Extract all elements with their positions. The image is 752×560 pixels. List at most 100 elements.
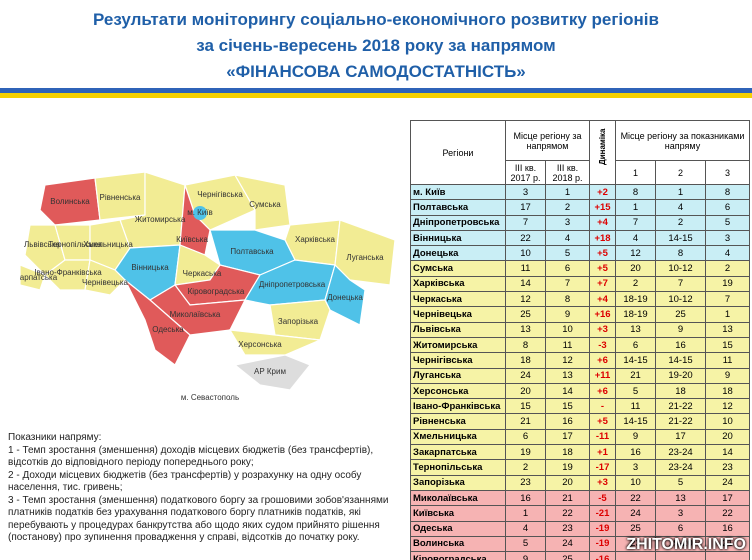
value-cell: +2	[589, 183, 616, 201]
value-cell: 2	[705, 260, 750, 277]
region-cell: Харківська	[410, 275, 506, 293]
header-cell: 3	[705, 160, 750, 185]
value-cell: -21	[589, 505, 616, 522]
value-cell: 10-12	[655, 260, 706, 277]
region-label: Луганська	[346, 253, 384, 262]
header-cell: Регіони	[410, 120, 506, 185]
value-cell: 11	[505, 260, 546, 277]
value-cell: 7	[655, 275, 706, 293]
region-cell: Вінницька	[410, 229, 506, 247]
region-label: Житомирська	[135, 215, 186, 224]
value-cell: +6	[589, 352, 616, 369]
table-row: Дніпропетровська 7 3 +4 7 2 5	[410, 214, 750, 231]
region-label: м. Севастополь	[181, 393, 239, 402]
value-cell: 8	[615, 183, 656, 201]
value-cell: 19	[705, 275, 750, 293]
region-label: Донецька	[327, 293, 363, 302]
table-row: Вінницька 22 4 +18 4 14-15 3	[410, 229, 750, 247]
region	[179, 184, 211, 256]
value-cell: 16	[615, 444, 656, 461]
value-cell: 24	[545, 535, 590, 553]
region-cell: Чернівецька	[410, 306, 506, 323]
value-cell: 3	[545, 214, 590, 231]
region-cell: Івано-Франківська	[410, 398, 506, 415]
table-row: Харківська 14 7 +7 2 7 19	[410, 275, 750, 293]
value-cell: -	[589, 398, 616, 415]
value-cell: 11	[705, 352, 750, 369]
header-cell: III кв. 2017 р.	[505, 160, 546, 185]
value-cell: 10	[505, 245, 546, 262]
value-cell: +18	[589, 229, 616, 247]
region-cell: Рівненська	[410, 413, 506, 430]
value-cell: 14-15	[655, 229, 706, 247]
value-cell: 4	[655, 199, 706, 216]
table-row: Київська 1 22 -21 24 3 22	[410, 505, 750, 522]
value-cell: +5	[589, 260, 616, 277]
value-cell: 23-24	[655, 459, 706, 476]
region-cell: Миколаївська	[410, 489, 506, 507]
region-label: Черкаська	[183, 269, 222, 278]
value-cell: 25	[505, 306, 546, 323]
region-cell: Тернопільська	[410, 459, 506, 476]
region-cell: Львівська	[410, 321, 506, 338]
value-cell: 19-20	[655, 535, 706, 553]
value-cell: 2	[505, 459, 546, 476]
stripe-yellow	[0, 93, 752, 98]
title-line: Результати моніторингу соціально-економі…	[93, 10, 659, 29]
region-label: Запорізька	[278, 317, 319, 326]
value-cell: 18-19	[615, 306, 656, 323]
value-cell: 6	[505, 428, 546, 446]
region-cell: Херсонська	[410, 382, 506, 400]
value-cell: 16	[545, 413, 590, 430]
value-cell: 11	[615, 398, 656, 415]
region	[124, 279, 191, 366]
value-cell: +3	[589, 474, 616, 491]
table-row: Херсонська 20 14 +6 5 18 18	[410, 382, 750, 400]
region-label: Львівська	[24, 240, 60, 249]
value-cell: 13	[615, 321, 656, 338]
region-cell: м. Київ	[410, 183, 506, 201]
region	[334, 219, 396, 286]
value-cell: 1	[615, 199, 656, 216]
value-cell: 14	[545, 382, 590, 400]
region-label: Чернігівська	[197, 190, 243, 199]
notes-heading: Показники напряму:	[8, 432, 102, 443]
value-cell: 23-24	[655, 444, 706, 461]
value-cell: -3	[589, 336, 616, 354]
value-cell: 17	[655, 428, 706, 446]
region	[84, 259, 126, 296]
region-label: Хмельницька	[83, 240, 133, 249]
title-line: за січень-вересень 2018 року за напрямом	[196, 36, 556, 55]
value-cell: 18	[505, 352, 546, 369]
value-cell: 20	[545, 474, 590, 491]
region-label: Закарпатська	[20, 273, 58, 282]
value-cell: 22	[615, 489, 656, 507]
value-cell: 14	[505, 275, 546, 293]
region-cell: Чернігівська	[410, 352, 506, 369]
value-cell: 25	[655, 306, 706, 323]
value-cell: 21-22	[655, 398, 706, 415]
table-row: Миколаївська 16 21 -5 22 13 17	[410, 489, 750, 507]
value-cell: 14	[705, 444, 750, 461]
region-label: АР Крим	[254, 367, 286, 376]
value-cell: 10	[615, 474, 656, 491]
region-label: Херсонська	[238, 340, 282, 349]
dynamics-header: Динаміка	[598, 128, 607, 166]
region	[233, 174, 291, 231]
table-row: Хмельницька 6 17 -11 9 17 20	[410, 428, 750, 446]
value-cell: 16	[655, 336, 706, 354]
value-cell: 4	[705, 245, 750, 262]
value-cell: 22	[505, 229, 546, 247]
value-cell: 4	[545, 229, 590, 247]
region-label: Дніпропетровська	[259, 280, 326, 289]
value-cell: +3	[589, 321, 616, 338]
value-cell: 8	[705, 183, 750, 201]
table-row: Івано-Франківська 15 15-11 21-22 12	[410, 398, 750, 415]
table-row: Житомирська 8 11 -3 6 16 15	[410, 336, 750, 354]
value-cell: 18	[655, 382, 706, 400]
value-cell: 23	[545, 520, 590, 537]
header-cell: III кв. 2018 р.	[545, 160, 590, 185]
value-cell: +5	[589, 245, 616, 262]
value-cell: 6	[545, 260, 590, 277]
